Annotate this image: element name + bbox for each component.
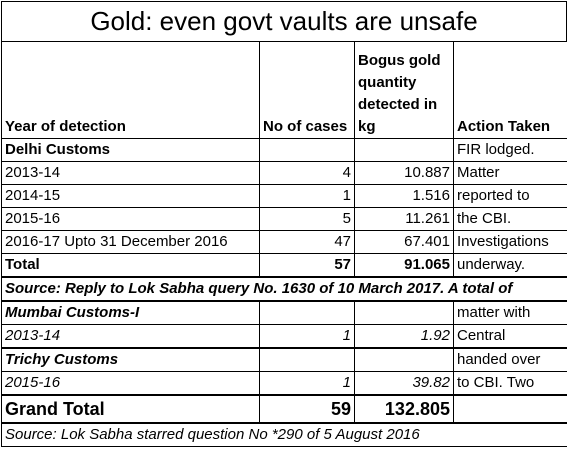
table-row: 2016-17 Upto 31 December 2016 47 67.401 … (1, 230, 567, 254)
table-row: Mumbai Customs-I matter with (1, 300, 567, 325)
source-note: Source: Reply to Lok Sabha query No. 163… (1, 276, 567, 302)
section-label-trichy: Trichy Customs (1, 347, 260, 372)
action-cell: to CBI. Two (453, 371, 567, 396)
year-cell: 2013-14 (1, 161, 260, 185)
table-row: Trichy Customs handed over (1, 347, 567, 372)
action-cell: Matter (453, 161, 567, 185)
action-cell: matter with (453, 300, 567, 325)
action-cell: underway. (453, 253, 567, 278)
total-kg: 91.065 (354, 253, 454, 278)
gold-table: Year of detection No of cases Bogus gold… (1, 41, 567, 447)
action-cell: FIR lodged. (453, 138, 567, 162)
source-note: Source: Lok Sabha starred question No *2… (1, 422, 567, 447)
total-label: Total (1, 253, 260, 278)
kg-cell: 10.887 (354, 161, 454, 185)
header-action: Action Taken (453, 41, 567, 139)
action-cell: the CBI. (453, 207, 567, 231)
grand-total-row: Grand Total 59 132.805 (1, 394, 567, 424)
table-row: Delhi Customs FIR lodged. (1, 138, 567, 162)
action-cell: Investigations (453, 230, 567, 254)
header-row: Year of detection No of cases Bogus gold… (1, 41, 567, 139)
total-row: Total 57 91.065 underway. (1, 253, 567, 278)
kg-cell: 67.401 (354, 230, 454, 254)
kg-cell: 1.516 (354, 184, 454, 208)
table-row: 2014-15 1 1.516 reported to (1, 184, 567, 208)
grand-total-kg: 132.805 (354, 394, 454, 424)
kg-cell: 11.261 (354, 207, 454, 231)
section-label-mumbai: Mumbai Customs-I (1, 300, 260, 325)
total-cases: 57 (259, 253, 355, 278)
grand-total-label: Grand Total (1, 394, 260, 424)
kg-cell: 1.92 (354, 324, 454, 349)
year-cell: 2014-15 (1, 184, 260, 208)
cases-cell: 47 (259, 230, 355, 254)
action-cell: Central (453, 324, 567, 349)
cases-cell: 5 (259, 207, 355, 231)
year-cell: 2015-16 (1, 371, 260, 396)
cases-cell: 1 (259, 371, 355, 396)
table-row: 2015-16 5 11.261 the CBI. (1, 207, 567, 231)
year-cell: 2015-16 (1, 207, 260, 231)
table-row: 2013-14 1 1.92 Central (1, 324, 567, 349)
cases-cell: 1 (259, 324, 355, 349)
action-cell: reported to (453, 184, 567, 208)
section-label-delhi: Delhi Customs (1, 138, 260, 162)
grand-total-cases: 59 (259, 394, 355, 424)
year-cell: 2016-17 Upto 31 December 2016 (1, 230, 260, 254)
source-row: Source: Reply to Lok Sabha query No. 163… (1, 276, 567, 302)
table-row: 2015-16 1 39.82 to CBI. Two (1, 371, 567, 396)
cases-cell: 1 (259, 184, 355, 208)
header-cases: No of cases (259, 41, 355, 139)
kg-cell: 39.82 (354, 371, 454, 396)
year-cell: 2013-14 (1, 324, 260, 349)
source-row: Source: Lok Sabha starred question No *2… (1, 422, 567, 447)
page-title: Gold: even govt vaults are unsafe (1, 1, 567, 42)
header-year: Year of detection (1, 41, 260, 139)
table-row: 2013-14 4 10.887 Matter (1, 161, 567, 185)
cases-cell: 4 (259, 161, 355, 185)
header-quantity: Bogus gold quantity detected in kg (354, 41, 454, 139)
action-cell: handed over (453, 347, 567, 372)
